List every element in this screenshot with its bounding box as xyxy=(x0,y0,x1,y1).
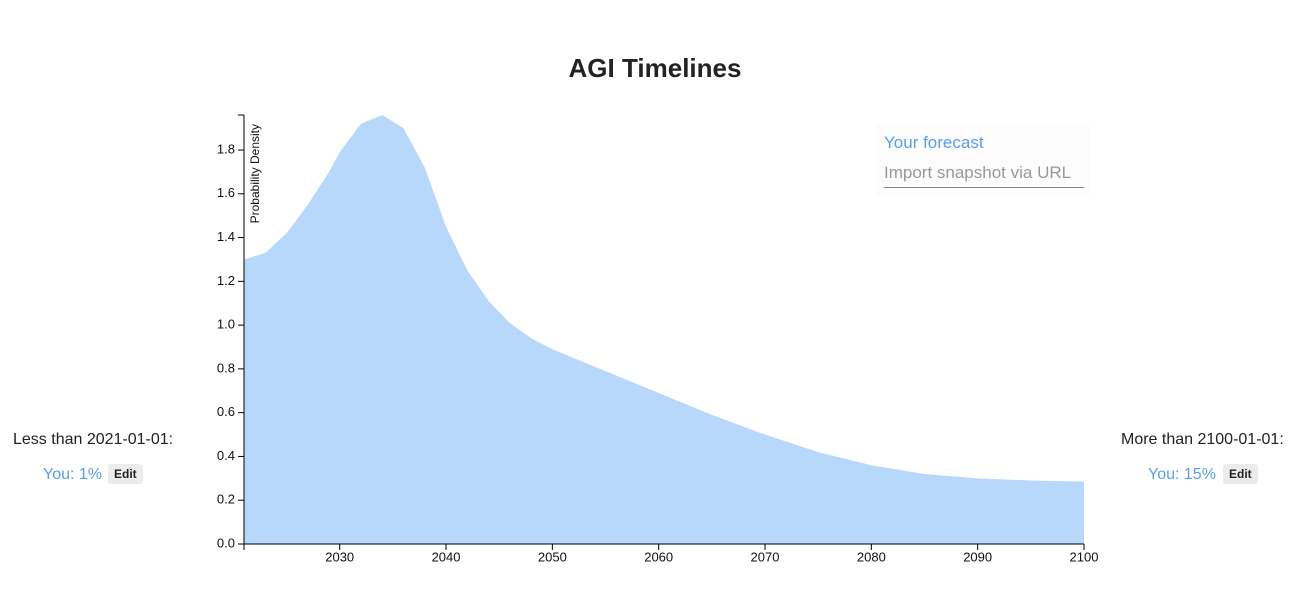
chart-title: AGI Timelines xyxy=(569,53,742,83)
left-label: Less than 2021-01-01: xyxy=(13,431,174,448)
legend: Your forecast Import snapshot via URL xyxy=(876,125,1090,195)
area xyxy=(244,115,1084,544)
y-tick-label: 1.6 xyxy=(217,185,235,200)
y-tick-label: 0.6 xyxy=(217,404,235,419)
y-axis-label: Probability Density xyxy=(248,124,262,223)
legend-entry[interactable]: Your forecast xyxy=(884,133,984,152)
x-tick-label: 2030 xyxy=(325,549,354,564)
x-tick-label: 2080 xyxy=(857,549,886,564)
y-tick-label: 0.8 xyxy=(217,360,235,375)
x-tick-label: 2050 xyxy=(538,549,567,564)
y-tick-label: 1.0 xyxy=(217,317,235,332)
right-label: More than 2100-01-01: xyxy=(1121,431,1284,448)
y-tick-label: 1.2 xyxy=(217,273,235,288)
edit-button[interactable]: Edit xyxy=(108,464,143,484)
left-value: You: 1% xyxy=(43,466,103,483)
y-tick-label: 0.4 xyxy=(217,448,235,463)
x-tick-label: 2090 xyxy=(963,549,992,564)
x-tick-label: 2100 xyxy=(1070,549,1099,564)
y-tick-label: 1.4 xyxy=(217,229,235,244)
x-tick-label: 2070 xyxy=(751,549,780,564)
y-tick-label: 0.0 xyxy=(217,535,235,550)
url-input[interactable]: Import snapshot via URL xyxy=(884,163,1084,188)
edit-button[interactable]: Edit xyxy=(1223,464,1258,484)
right-value: You: 15% xyxy=(1148,466,1216,483)
x-tick-label: 2060 xyxy=(644,549,673,564)
x-tick-label: 2040 xyxy=(432,549,461,564)
y-tick-label: 1.8 xyxy=(217,141,235,156)
y-tick-label: 0.2 xyxy=(217,492,235,507)
